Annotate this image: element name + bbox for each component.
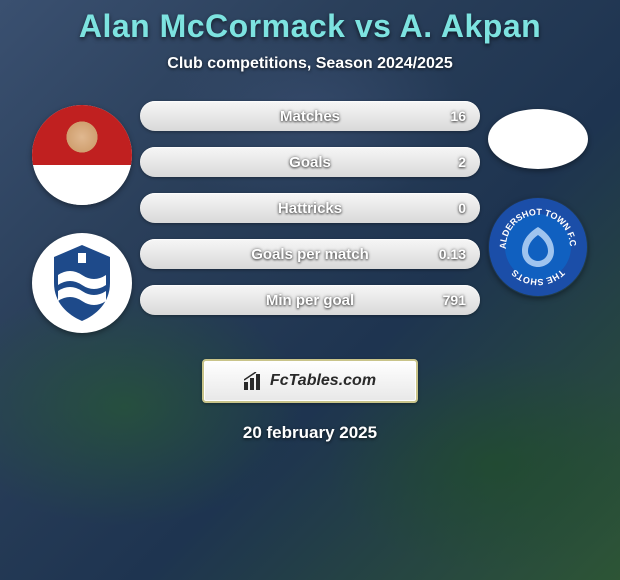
player-photo-icon xyxy=(32,105,132,205)
left-player-avatar xyxy=(32,105,132,205)
stat-row-goals: Goals 2 xyxy=(140,147,480,177)
stat-label: Matches xyxy=(280,108,340,125)
stat-row-min-per-goal: Min per goal 791 xyxy=(140,285,480,315)
stat-row-matches: Matches 16 xyxy=(140,101,480,131)
stat-label: Goals xyxy=(289,154,331,171)
brand-text: FcTables.com xyxy=(270,372,376,390)
stat-value: 16 xyxy=(450,108,466,124)
stat-row-goals-per-match: Goals per match 0.13 xyxy=(140,239,480,269)
comparison-card: Alan McCormack vs A. Akpan Club competit… xyxy=(0,0,620,580)
left-side xyxy=(32,101,132,333)
stat-label: Hattricks xyxy=(278,200,342,217)
right-player-avatar xyxy=(488,109,588,169)
stat-value: 791 xyxy=(443,292,466,308)
crest-icon: ALDERSHOT TOWN F.C. THE SHOTS xyxy=(488,197,588,297)
subtitle: Club competitions, Season 2024/2025 xyxy=(0,55,620,73)
date-text: 20 february 2025 xyxy=(0,423,620,443)
stat-value: 0 xyxy=(458,200,466,216)
stats-column: Matches 16 Goals 2 Hattricks 0 Goals per… xyxy=(140,101,480,315)
right-club-badge: ALDERSHOT TOWN F.C. THE SHOTS xyxy=(488,197,588,297)
stat-value: 2 xyxy=(458,154,466,170)
stat-row-hattricks: Hattricks 0 xyxy=(140,193,480,223)
stat-value: 0.13 xyxy=(439,246,466,262)
stat-label: Min per goal xyxy=(266,292,354,309)
page-title: Alan McCormack vs A. Akpan xyxy=(0,8,620,45)
right-side: ALDERSHOT TOWN F.C. THE SHOTS xyxy=(488,101,588,297)
left-club-badge xyxy=(32,233,132,333)
bar-chart-icon xyxy=(244,372,264,390)
stat-label: Goals per match xyxy=(251,246,369,263)
main-row: Matches 16 Goals 2 Hattricks 0 Goals per… xyxy=(0,101,620,333)
shield-icon xyxy=(32,233,132,333)
brand-box[interactable]: FcTables.com xyxy=(202,359,418,403)
